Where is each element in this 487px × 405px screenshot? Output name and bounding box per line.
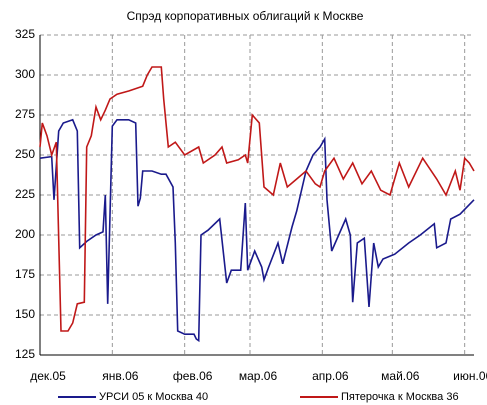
legend-label: УРСИ 05 к Москва 40 xyxy=(99,391,208,403)
x-tick-label: май.06 xyxy=(381,369,420,383)
x-tick-label: мар.06 xyxy=(239,369,278,383)
x-tick-label: янв.06 xyxy=(102,369,139,383)
y-tick-label: 125 xyxy=(15,347,35,361)
x-tick-label: фев.06 xyxy=(173,369,213,383)
y-tick-label: 250 xyxy=(15,147,35,161)
x-tick-label: дек.05 xyxy=(30,369,66,383)
y-tick-label: 175 xyxy=(15,267,35,281)
x-tick-label: июн.06 xyxy=(453,369,487,383)
legend-label: Пятерочка к Москва 36 xyxy=(341,391,459,403)
series-line xyxy=(39,66,475,332)
y-tick-label: 150 xyxy=(15,307,35,321)
x-tick-label: апр.06 xyxy=(312,369,349,383)
y-tick-label: 300 xyxy=(15,67,35,81)
y-tick-label: 325 xyxy=(15,27,35,41)
y-tick-label: 225 xyxy=(15,187,35,201)
y-tick-label: 200 xyxy=(15,227,35,241)
y-tick-label: 275 xyxy=(15,107,35,121)
chart-title: Спрэд корпоративных облигаций к Москве xyxy=(127,9,364,23)
series-line xyxy=(39,118,475,343)
